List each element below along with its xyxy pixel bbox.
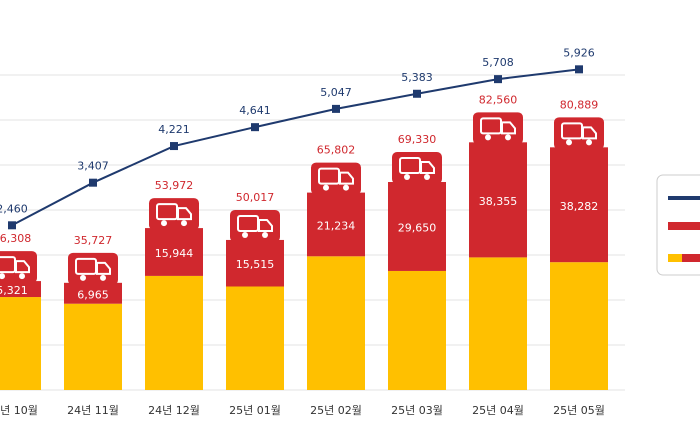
bar-segment bbox=[0, 281, 41, 298]
icon-wheel bbox=[323, 184, 329, 191]
line-marker bbox=[89, 178, 97, 187]
truck-icon bbox=[68, 252, 118, 285]
truck-icon bbox=[230, 209, 280, 242]
segment-label: 15,944 bbox=[155, 247, 194, 260]
bar-segment bbox=[388, 182, 446, 271]
line-label: 5,047 bbox=[320, 86, 352, 99]
line-label: 3,407 bbox=[77, 160, 109, 173]
bar-segment bbox=[307, 192, 365, 257]
truck-icon bbox=[473, 112, 523, 145]
line-marker bbox=[332, 104, 340, 113]
x-tick-label: 25년 02월 bbox=[310, 404, 362, 417]
total-label: 35,727 bbox=[74, 234, 113, 247]
icon-wheel bbox=[404, 174, 410, 181]
icon-wheel bbox=[505, 134, 511, 141]
line-label: 2,460 bbox=[0, 202, 28, 215]
icon-cab bbox=[501, 121, 516, 135]
icon-wheel bbox=[181, 220, 187, 227]
bar-segment bbox=[469, 142, 527, 258]
icon-wheel bbox=[343, 184, 349, 191]
bar-segment bbox=[226, 286, 284, 390]
icon-cab bbox=[582, 126, 597, 140]
bar-segment bbox=[145, 275, 203, 390]
truck-icon bbox=[0, 251, 37, 284]
line-marker bbox=[251, 123, 259, 132]
line-label: 5,708 bbox=[482, 56, 514, 69]
segment-label: 15,515 bbox=[236, 258, 275, 271]
icon-wheel bbox=[262, 231, 268, 238]
segment-label: 6,965 bbox=[77, 288, 109, 301]
icon-cab bbox=[339, 171, 354, 185]
icon-wheel bbox=[19, 273, 25, 280]
x-tick-label: 24년 11월 bbox=[67, 404, 119, 417]
icon-wheel bbox=[485, 134, 491, 141]
truck-icon bbox=[149, 198, 199, 231]
total-label: 53,972 bbox=[155, 179, 194, 192]
line-label: 4,641 bbox=[239, 104, 271, 117]
icon-cab bbox=[420, 161, 435, 175]
line-marker bbox=[170, 142, 178, 151]
total-label: 69,330 bbox=[398, 133, 437, 146]
segment-label: 38,282 bbox=[560, 200, 599, 213]
total-label: 50,017 bbox=[236, 191, 275, 204]
x-tick-label: 25년 04월 bbox=[472, 404, 524, 417]
icon-cab bbox=[15, 260, 30, 274]
icon-wheel bbox=[424, 174, 430, 181]
line bbox=[11, 68, 580, 227]
truck-icon bbox=[311, 162, 361, 195]
bar-segment bbox=[550, 147, 608, 263]
segment-label: 29,650 bbox=[398, 221, 437, 234]
icon-wheel bbox=[566, 139, 572, 146]
bar-segment bbox=[145, 228, 203, 276]
line-label: 5,383 bbox=[401, 71, 433, 84]
icon-wheel bbox=[242, 231, 248, 238]
line-label: 4,221 bbox=[158, 123, 190, 136]
icon-wheel bbox=[161, 220, 167, 227]
bar-segment bbox=[64, 282, 122, 304]
x-tick-label: 24년 10월 bbox=[0, 404, 38, 417]
segment-label: 5,321 bbox=[0, 284, 28, 297]
icon-cab bbox=[177, 207, 192, 221]
icon-bg bbox=[0, 251, 37, 284]
bar-segment bbox=[226, 239, 284, 287]
icon-wheel bbox=[80, 274, 86, 281]
icon-wheel bbox=[100, 274, 106, 281]
legend-swatch bbox=[682, 254, 700, 262]
legend-swatch bbox=[668, 222, 700, 230]
line-marker bbox=[575, 65, 583, 74]
icon-cab bbox=[96, 261, 111, 275]
total-label: 65,802 bbox=[317, 144, 356, 157]
bar-segment bbox=[0, 297, 41, 390]
segment-label: 38,355 bbox=[479, 195, 518, 208]
bar-segment bbox=[469, 257, 527, 390]
legend-swatch bbox=[668, 254, 682, 262]
icon-wheel bbox=[0, 273, 5, 280]
bar-segment bbox=[388, 270, 446, 390]
total-label: 36,308 bbox=[0, 232, 31, 245]
bar-segment bbox=[64, 303, 122, 390]
icon-cab bbox=[258, 218, 273, 232]
bar-segment bbox=[307, 256, 365, 390]
truck-icon bbox=[392, 152, 442, 185]
total-label: 80,889 bbox=[560, 98, 599, 111]
line-marker bbox=[413, 89, 421, 98]
x-tick-label: 24년 12월 bbox=[148, 404, 200, 417]
bar-segment bbox=[550, 262, 608, 390]
icon-wheel bbox=[586, 139, 592, 146]
total-label: 82,560 bbox=[479, 93, 518, 106]
x-tick-label: 25년 03월 bbox=[391, 404, 443, 417]
x-tick-label: 25년 05월 bbox=[553, 404, 605, 417]
x-tick-label: 25년 01월 bbox=[229, 404, 281, 417]
line-marker bbox=[494, 75, 502, 84]
truck-icon bbox=[554, 117, 604, 150]
segment-label: 21,234 bbox=[317, 219, 356, 232]
line-label: 5,926 bbox=[563, 46, 595, 59]
line-marker bbox=[8, 221, 16, 230]
